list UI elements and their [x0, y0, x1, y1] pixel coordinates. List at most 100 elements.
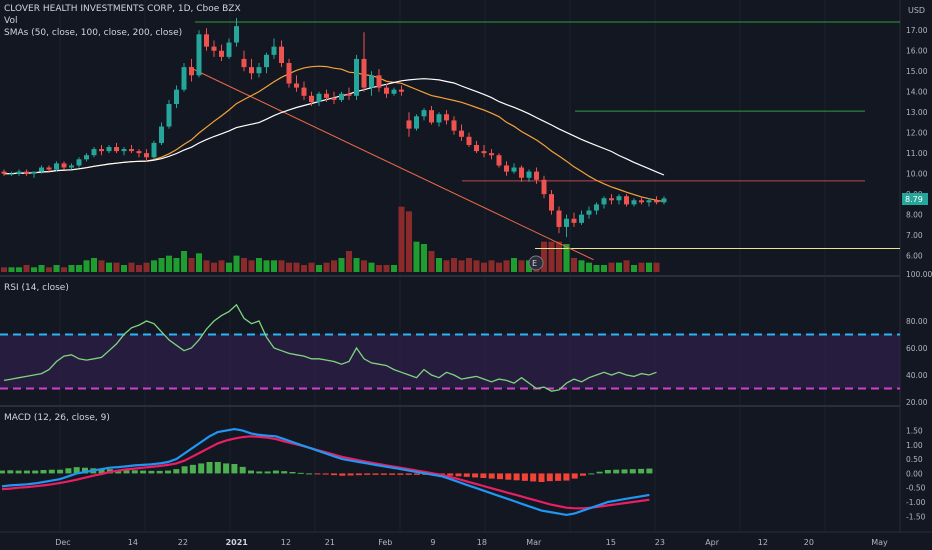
- sma-label[interactable]: SMAs (50, close, 100, close, 200, close): [4, 28, 182, 38]
- candle-body: [76, 159, 82, 166]
- trendline[interactable]: [188, 66, 594, 261]
- macd-histogram-bar: [165, 470, 171, 474]
- last-price-tag: [902, 193, 928, 205]
- volume-bar: [308, 262, 315, 272]
- volume-bar: [541, 241, 547, 272]
- candle-body: [286, 63, 292, 84]
- candle-body: [436, 114, 442, 123]
- macd-histogram-bar: [214, 462, 221, 474]
- macd-histogram-bar: [198, 463, 205, 474]
- volume-bar: [106, 262, 112, 272]
- volume-bar: [331, 260, 337, 272]
- candle-body: [99, 149, 104, 152]
- macd-histogram-bar: [7, 470, 14, 474]
- candle-body: [376, 75, 382, 88]
- macd-histogram-bar: [380, 473, 387, 475]
- candle-body: [594, 204, 599, 211]
- volume-bar: [428, 251, 435, 272]
- rsi-top-tick: 100.00: [906, 270, 932, 279]
- volume-bar: [316, 265, 322, 272]
- volume-bar: [151, 260, 157, 272]
- volume-bar: [188, 258, 195, 272]
- macd-histogram-bar: [331, 473, 337, 476]
- macd-histogram-bar: [131, 470, 138, 474]
- volume-bar: [1, 267, 7, 272]
- macd-histogram-bar: [389, 473, 396, 475]
- earnings-marker-label: E: [532, 259, 537, 268]
- candle-body: [624, 196, 629, 205]
- candle-body: [519, 167, 524, 178]
- volume-bar: [458, 260, 465, 272]
- time-tick: May: [871, 538, 888, 547]
- macd-histogram-bar: [488, 473, 495, 479]
- volume-bar: [338, 258, 345, 272]
- candle-body: [279, 46, 284, 64]
- time-tick: 23: [655, 538, 665, 547]
- macd-histogram-bar: [397, 473, 404, 475]
- macd-histogram-bar: [580, 473, 586, 476]
- candle-body: [406, 120, 412, 129]
- time-tick: 15: [606, 538, 616, 547]
- candle-body: [16, 171, 22, 174]
- candle-body: [129, 149, 134, 152]
- macd-histogram-bar: [148, 470, 155, 474]
- volume-bar: [211, 262, 217, 272]
- price-tick: 10.00: [906, 170, 928, 179]
- time-tick: Feb: [378, 538, 392, 547]
- macd-histogram-bar: [82, 467, 88, 474]
- rsi-label[interactable]: RSI (14, close): [4, 283, 69, 293]
- volume-bar: [91, 258, 97, 272]
- candle-body: [481, 151, 487, 154]
- time-tick: 22: [178, 538, 188, 547]
- candle-body: [354, 58, 359, 96]
- earnings-marker[interactable]: [528, 255, 544, 271]
- price-tick: 14.00: [906, 88, 928, 97]
- price-tick: 15.00: [906, 67, 928, 76]
- volume-bar: [616, 262, 622, 272]
- volume-bar: [61, 267, 67, 272]
- macd-histogram-bar: [140, 470, 147, 474]
- macd-histogram-bar: [621, 469, 628, 474]
- macd-histogram-bar: [414, 473, 420, 475]
- candle-body: [369, 75, 374, 88]
- price-tick: 17.00: [906, 26, 928, 35]
- candle-body: [474, 144, 479, 152]
- macd-label[interactable]: MACD (12, 26, close, 9): [4, 413, 110, 423]
- rsi-pane: [0, 303, 900, 392]
- volume-bar: [578, 260, 585, 272]
- time-tick: Apr: [705, 538, 720, 547]
- macd-histogram-bar: [281, 471, 288, 474]
- macd-histogram-bar: [306, 473, 313, 475]
- candle-body: [421, 110, 427, 117]
- rsi-line: [3, 303, 657, 392]
- candle-body: [646, 200, 652, 203]
- macd-histogram-bar: [497, 473, 503, 480]
- volume-bar: [286, 262, 292, 272]
- macd-histogram-bar: [314, 473, 321, 475]
- volume-bar: [143, 262, 150, 272]
- volume-bar: [653, 262, 660, 272]
- macd-histogram-bar: [98, 468, 105, 474]
- candle-body: [346, 93, 352, 96]
- macd-histogram-bar: [256, 471, 263, 474]
- macd-histogram-bar: [613, 469, 620, 474]
- macd-histogram-bar: [289, 472, 296, 474]
- volume-bar: [278, 260, 285, 272]
- macd-histogram-bar: [189, 464, 196, 474]
- candle-body: [631, 200, 637, 205]
- macd-tick: -0.50: [906, 484, 926, 493]
- macd-histogram-bar: [173, 469, 180, 474]
- candle-body: [226, 42, 232, 57]
- macd-histogram-bar: [223, 463, 230, 474]
- rsi-band: [0, 334, 900, 389]
- macd-histogram-bar: [297, 472, 304, 474]
- price-tick: 11.00: [906, 149, 928, 158]
- candle-body: [166, 104, 172, 127]
- candle-body: [234, 26, 239, 43]
- symbol-title[interactable]: CLOVER HEALTH INVESTMENTS CORP, 1D, Cboe…: [4, 4, 241, 14]
- volume-bar: [181, 251, 187, 272]
- candle-body: [534, 171, 539, 180]
- vol-label[interactable]: Vol: [4, 16, 17, 26]
- candle-body: [459, 130, 464, 137]
